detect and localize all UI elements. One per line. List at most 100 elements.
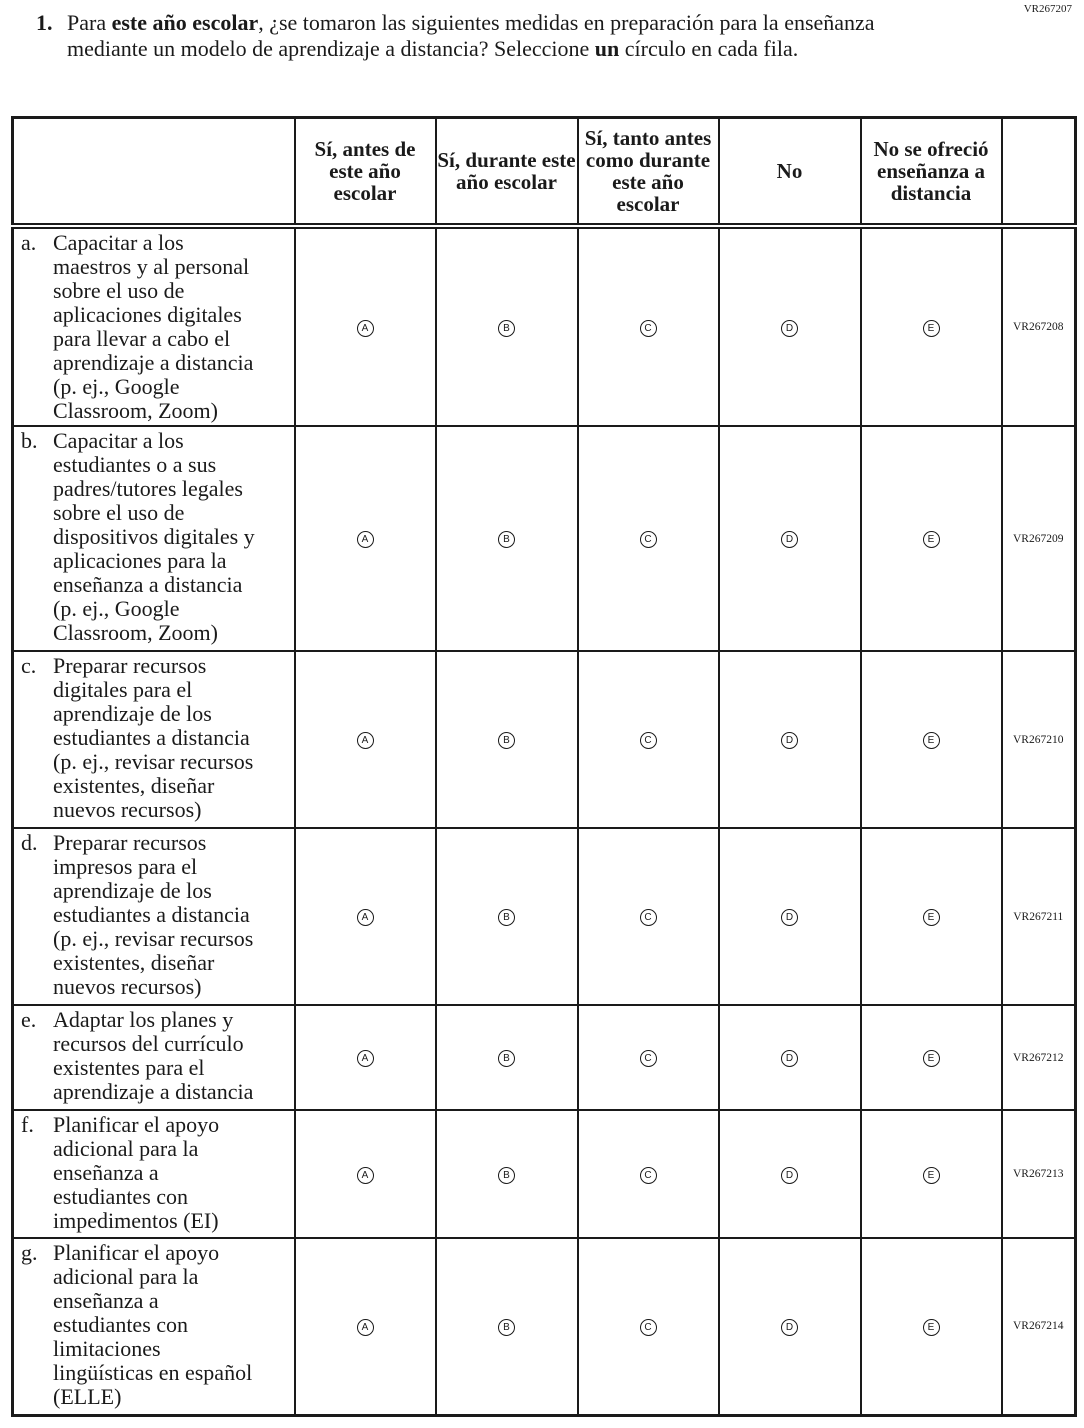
radio-bubble-e[interactable]: E [922,1166,940,1184]
header-code-column [1000,116,1077,229]
row-text-line: enseñanza a [53,1288,159,1313]
row-code: VR267208 [1000,225,1077,427]
radio-bubble-e[interactable]: E [922,732,940,749]
table-row: f. Planificar el apoyo adicional para la en… [11,1109,1077,1239]
column-header: Sí, antes de este año escolar [293,116,437,229]
row-text-line: (p. ej., Google [53,374,180,399]
option-cell: B [434,827,579,1006]
radio-bubble-b[interactable]: B [498,909,515,926]
option-cell: D [717,1004,862,1111]
row-text-line: adicional para la [53,1136,199,1161]
radio-bubble-d[interactable]: D [781,909,798,926]
option-cell: E [859,1237,1003,1416]
row-letter: b. [21,428,38,453]
option-cell: B [434,1109,579,1239]
radio-bubble-d[interactable]: D [781,531,798,548]
row-text-line: sobre el uso de [53,500,185,525]
option-cell: C [576,225,720,427]
row-text-line: maestros y al personal [53,254,250,279]
response-grid: Sí, antes de este año escolar Sí, durante… [11,116,1077,1417]
radio-bubble-c[interactable]: C [639,1166,657,1184]
radio-bubble-b[interactable]: B [498,1318,515,1336]
row-code: VR267210 [1000,650,1077,829]
row-letter: c. [21,653,37,678]
row-letter: d. [21,830,38,855]
option-cell: E [859,425,1003,652]
row-text-line: digitales para el [53,677,193,702]
radio-bubble-b[interactable]: B [498,1166,515,1184]
row-text-line: aprendizaje de los [53,878,212,903]
page-code: VR267207 [1023,3,1072,15]
row-text-line: aprendizaje a distancia [53,1079,254,1104]
row-text-line: Capacitar a los [53,428,184,453]
row-text: Capacitar a los estudiantes o a sus padres… [53,429,255,645]
radio-bubble-c[interactable]: C [639,319,657,337]
radio-bubble-d[interactable]: D [781,732,798,749]
radio-bubble-b[interactable]: B [498,319,515,337]
row-label: e. Adaptar los planes y recursos del currí… [11,1004,296,1111]
row-text-line: impresos para el [53,854,198,879]
option-cell: C [576,425,720,652]
row-label: c. Preparar recursos digitales para el apre… [11,650,296,829]
radio-bubble-e[interactable]: E [922,1318,940,1336]
radio-bubble-c[interactable]: C [639,1050,657,1067]
radio-bubble-d[interactable]: D [781,1050,798,1067]
radio-bubble-e[interactable]: E [922,319,940,337]
radio-bubble-a[interactable]: A [356,909,374,926]
radio-bubble-c[interactable]: C [639,909,657,926]
option-cell: C [576,650,720,829]
radio-bubble-d[interactable]: D [781,1166,798,1184]
row-text-line: (ELLE) [53,1384,122,1409]
row-label: f. Planificar el apoyo adicional para la en… [11,1109,296,1239]
radio-bubble-a[interactable]: A [356,319,374,337]
question-fragment: Para [67,10,112,35]
radio-bubble-a[interactable]: A [356,1050,374,1067]
row-text-line: aprendizaje a distancia [53,350,254,375]
row-text-line: estudiantes a distancia [53,725,250,750]
option-cell: A [293,650,437,829]
row-text: Adaptar los planes y recursos del currícu… [53,1008,253,1104]
radio-bubble-c[interactable]: C [639,531,657,548]
row-code: VR267211 [1000,827,1077,1006]
row-text-line: Planificar el apoyo [53,1240,220,1265]
row-text-line: lingüísticas en español [53,1360,253,1385]
column-header: No [717,116,862,229]
radio-bubble-e[interactable]: E [922,531,940,548]
row-text-line: (p. ej., revisar recursos [53,749,254,774]
radio-bubble-d[interactable]: D [781,1318,798,1336]
row-text-line: estudiantes o a sus [53,452,217,477]
question: 1. Para este año escolar, ¿se tomaron la… [36,10,956,62]
option-cell: A [293,827,437,1006]
row-text-line: estudiantes con [53,1312,189,1337]
row-text-line: limitaciones [53,1336,161,1361]
option-cell: A [293,1109,437,1239]
row-text-line: existentes, diseñar [53,950,215,975]
row-text-line: (p. ej., revisar recursos [53,926,254,951]
option-cell: A [293,1237,437,1416]
radio-bubble-a[interactable]: A [356,732,374,749]
table-row: d. Preparar recursos impresos para el apren… [11,827,1077,1006]
row-text: Preparar recursos impresos para el aprendi… [53,831,253,999]
row-text-line: padres/tutores legales [53,476,243,501]
radio-bubble-d[interactable]: D [781,319,798,337]
row-text-line: estudiantes a distancia [53,902,250,927]
option-cell: E [859,650,1003,829]
radio-bubble-c[interactable]: C [639,732,657,749]
radio-bubble-e[interactable]: E [922,1050,940,1067]
option-cell: C [576,827,720,1006]
option-cell: D [717,1237,862,1416]
row-text-line: enseñanza a [53,1160,159,1185]
row-text-line: Preparar recursos [53,653,207,678]
table-row: g. Planificar el apoyo adicional para la en… [11,1237,1077,1416]
row-text-line: existentes, diseñar [53,773,215,798]
radio-bubble-a[interactable]: A [356,1166,374,1184]
radio-bubble-a[interactable]: A [356,531,374,548]
radio-bubble-b[interactable]: B [498,1050,515,1067]
radio-bubble-b[interactable]: B [498,732,515,749]
radio-bubble-c[interactable]: C [639,1318,657,1336]
table-row: c. Preparar recursos digitales para el apre… [11,650,1077,829]
radio-bubble-b[interactable]: B [498,531,515,548]
radio-bubble-e[interactable]: E [922,909,940,926]
option-cell: C [576,1004,720,1111]
radio-bubble-a[interactable]: A [356,1318,374,1336]
